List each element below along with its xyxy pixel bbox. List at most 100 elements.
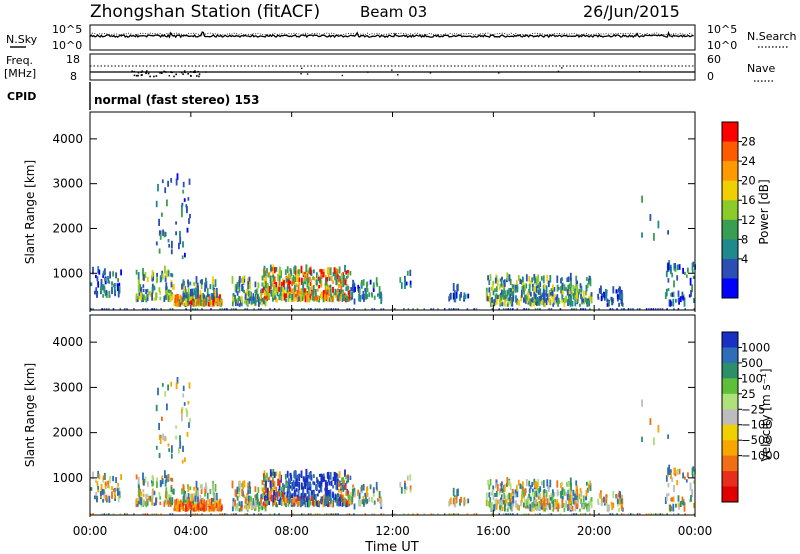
velocity-cell bbox=[351, 496, 354, 502]
power-cell bbox=[339, 293, 341, 302]
velocity-cell bbox=[504, 495, 507, 500]
velocity-cell bbox=[333, 471, 336, 479]
velocity-cell bbox=[693, 503, 695, 508]
power-cell bbox=[542, 296, 545, 300]
velocity-cell bbox=[160, 513, 162, 516]
power-cell bbox=[265, 281, 267, 289]
velocity-cell bbox=[137, 490, 140, 497]
power-cell bbox=[506, 297, 509, 301]
power-cell bbox=[508, 287, 511, 295]
velocity-cell bbox=[366, 498, 369, 504]
power-cell bbox=[508, 275, 511, 282]
velocity-cell bbox=[199, 495, 202, 500]
velocity-cell bbox=[582, 495, 585, 503]
power-cell bbox=[195, 282, 198, 288]
power-cell bbox=[148, 291, 151, 295]
velocity-cell bbox=[214, 494, 217, 502]
power-cell bbox=[248, 276, 251, 285]
velocity-cell bbox=[257, 513, 260, 516]
velocity-cell bbox=[179, 441, 182, 449]
velocity-cell bbox=[563, 507, 566, 512]
velocity-cell bbox=[302, 489, 305, 496]
velocity-cell bbox=[677, 495, 680, 502]
power-cell bbox=[657, 308, 659, 311]
velocity-cell bbox=[232, 501, 235, 510]
power-cell bbox=[575, 290, 578, 296]
power-cell bbox=[679, 296, 682, 303]
velocity-cell bbox=[535, 490, 538, 497]
power-cell bbox=[382, 308, 385, 311]
power-cell bbox=[563, 284, 566, 291]
power-cell bbox=[316, 272, 318, 279]
power-cell bbox=[544, 303, 546, 307]
velocity-cell bbox=[517, 479, 520, 486]
power-cell bbox=[503, 288, 506, 294]
power-cell bbox=[542, 285, 545, 293]
power-cell bbox=[245, 298, 248, 306]
power-cell bbox=[416, 308, 419, 311]
velocity-cell bbox=[491, 505, 494, 512]
velocity-cell bbox=[529, 485, 532, 490]
power-cell bbox=[266, 282, 269, 291]
power-cell bbox=[151, 286, 154, 294]
power-cell bbox=[621, 300, 623, 306]
velocity-cell bbox=[586, 481, 588, 486]
velocity-cell bbox=[524, 488, 527, 496]
colorbar-frame bbox=[721, 121, 739, 299]
power-cell bbox=[159, 275, 162, 283]
power-cell bbox=[524, 283, 527, 291]
power-cell bbox=[491, 300, 494, 307]
colorbar-cell bbox=[722, 161, 738, 182]
power-cell bbox=[531, 285, 534, 292]
velocity-colorbar-label: Velocity [m s⁻¹] bbox=[759, 368, 773, 461]
freq-tick-top: 18 bbox=[66, 53, 80, 66]
power-cell bbox=[366, 282, 368, 290]
velocity-cell bbox=[652, 513, 655, 516]
power-cell bbox=[260, 289, 263, 294]
power-cell bbox=[261, 275, 264, 281]
velocity-cell bbox=[649, 418, 652, 425]
power-cell bbox=[506, 303, 509, 307]
power-cell bbox=[217, 297, 220, 305]
velocity-cell bbox=[368, 497, 371, 502]
velocity-cell bbox=[556, 480, 559, 488]
power-cell bbox=[97, 284, 100, 288]
power-cell bbox=[160, 308, 162, 311]
power-cell bbox=[650, 308, 652, 311]
velocity-cell bbox=[359, 499, 362, 507]
velocity-cell bbox=[316, 484, 318, 491]
power-cell bbox=[143, 294, 145, 301]
colorbar-cell bbox=[722, 141, 738, 162]
velocity-cell bbox=[530, 496, 532, 502]
velocity-cell bbox=[347, 474, 349, 478]
velocity-cell bbox=[540, 504, 543, 510]
velocity-cell bbox=[567, 482, 570, 487]
velocity-cell bbox=[151, 480, 153, 484]
power-cell bbox=[688, 294, 691, 298]
velocity-cell bbox=[192, 499, 195, 504]
velocity-cell bbox=[366, 487, 368, 495]
velocity-cell bbox=[254, 506, 257, 511]
power-cell bbox=[278, 286, 280, 292]
velocity-cell bbox=[138, 500, 141, 505]
power-cell bbox=[294, 270, 297, 275]
power-cell bbox=[556, 284, 559, 292]
velocity-cell bbox=[539, 513, 541, 516]
velocity-cell bbox=[514, 493, 517, 498]
power-cell bbox=[117, 290, 120, 298]
power-cell bbox=[287, 295, 290, 302]
velocity-cell bbox=[144, 476, 147, 483]
velocity-cell bbox=[234, 504, 237, 512]
velocity-cell bbox=[677, 513, 680, 516]
power-cell bbox=[138, 292, 141, 296]
velocity-cell bbox=[319, 513, 321, 516]
power-cell bbox=[590, 292, 593, 297]
power-cell bbox=[280, 270, 282, 279]
power-cell bbox=[199, 279, 202, 284]
velocity-cell bbox=[248, 501, 251, 509]
power-cell bbox=[177, 294, 179, 302]
velocity-cell bbox=[192, 507, 195, 512]
velocity-cell bbox=[236, 503, 238, 509]
velocity-cell bbox=[531, 482, 534, 488]
velocity-cell bbox=[568, 502, 571, 508]
